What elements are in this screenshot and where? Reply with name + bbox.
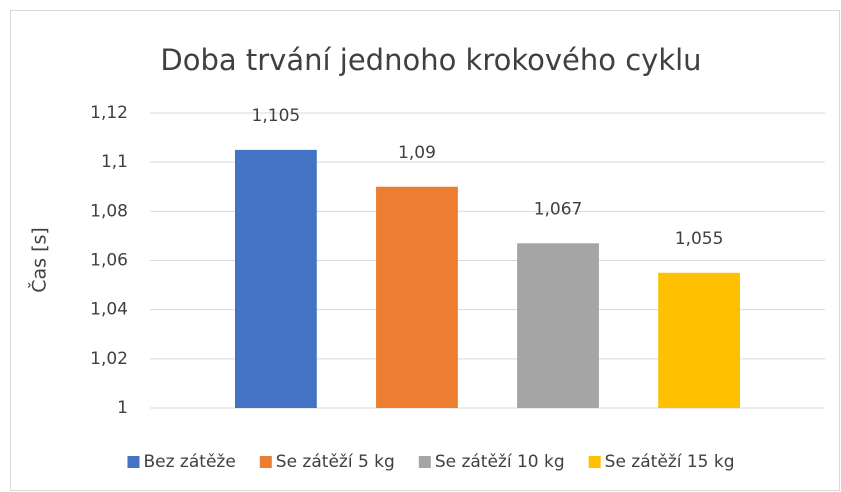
- chart-title: Doba trvání jednoho krokového cyklu: [160, 43, 701, 77]
- y-axis-label: Čas [s]: [27, 227, 51, 293]
- data-label: 1,067: [534, 199, 583, 219]
- bar: [234, 149, 317, 408]
- legend-label: Se zátěží 5 kg: [276, 452, 395, 472]
- bar: [376, 186, 458, 408]
- legend-swatch: [127, 456, 140, 468]
- bar: [517, 243, 599, 408]
- data-label: 1,09: [398, 143, 436, 163]
- y-tick-label: 1,04: [90, 300, 128, 320]
- y-tick-label: 1,08: [90, 201, 128, 221]
- y-tick-label: 1,1: [101, 152, 128, 172]
- y-tick-label: 1,12: [90, 103, 128, 123]
- y-tick-label: 1,02: [90, 349, 128, 369]
- data-label: 1,105: [252, 106, 301, 126]
- legend-label: Bez zátěže: [143, 452, 235, 472]
- legend-label: Se zátěží 10 kg: [435, 452, 565, 472]
- y-tick-label: 1: [117, 398, 128, 418]
- legend-label: Se zátěží 15 kg: [605, 452, 735, 472]
- y-tick-label: 1,06: [90, 251, 128, 271]
- legend-swatch: [588, 456, 601, 468]
- bar: [658, 272, 741, 408]
- data-label: 1,055: [675, 229, 724, 249]
- legend-swatch: [418, 456, 431, 468]
- legend-swatch: [259, 456, 272, 468]
